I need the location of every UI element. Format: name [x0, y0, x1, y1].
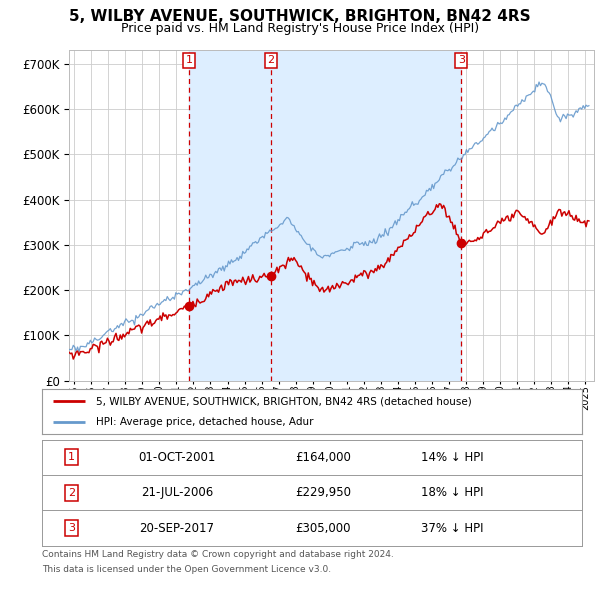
Text: 1: 1	[68, 453, 75, 462]
Text: 3: 3	[68, 523, 75, 533]
Text: 18% ↓ HPI: 18% ↓ HPI	[421, 486, 484, 499]
Text: 5, WILBY AVENUE, SOUTHWICK, BRIGHTON, BN42 4RS (detached house): 5, WILBY AVENUE, SOUTHWICK, BRIGHTON, BN…	[96, 396, 472, 407]
Text: 21-JUL-2006: 21-JUL-2006	[141, 486, 213, 499]
Text: £305,000: £305,000	[295, 522, 350, 535]
Text: Contains HM Land Registry data © Crown copyright and database right 2024.: Contains HM Land Registry data © Crown c…	[42, 550, 394, 559]
Text: 2: 2	[268, 55, 275, 65]
Text: 3: 3	[458, 55, 465, 65]
Text: 2: 2	[68, 488, 75, 497]
Text: 20-SEP-2017: 20-SEP-2017	[139, 522, 215, 535]
Text: £164,000: £164,000	[295, 451, 351, 464]
Bar	[189, 50, 271, 381]
Text: 5, WILBY AVENUE, SOUTHWICK, BRIGHTON, BN42 4RS: 5, WILBY AVENUE, SOUTHWICK, BRIGHTON, BN…	[69, 9, 531, 24]
Text: 1: 1	[185, 55, 193, 65]
Text: 01-OCT-2001: 01-OCT-2001	[139, 451, 215, 464]
Text: This data is licensed under the Open Government Licence v3.0.: This data is licensed under the Open Gov…	[42, 565, 331, 574]
Text: Price paid vs. HM Land Registry's House Price Index (HPI): Price paid vs. HM Land Registry's House …	[121, 22, 479, 35]
Text: HPI: Average price, detached house, Adur: HPI: Average price, detached house, Adur	[96, 417, 314, 427]
Bar	[271, 50, 461, 381]
Text: £229,950: £229,950	[295, 486, 351, 499]
Text: 37% ↓ HPI: 37% ↓ HPI	[421, 522, 484, 535]
Text: 14% ↓ HPI: 14% ↓ HPI	[421, 451, 484, 464]
